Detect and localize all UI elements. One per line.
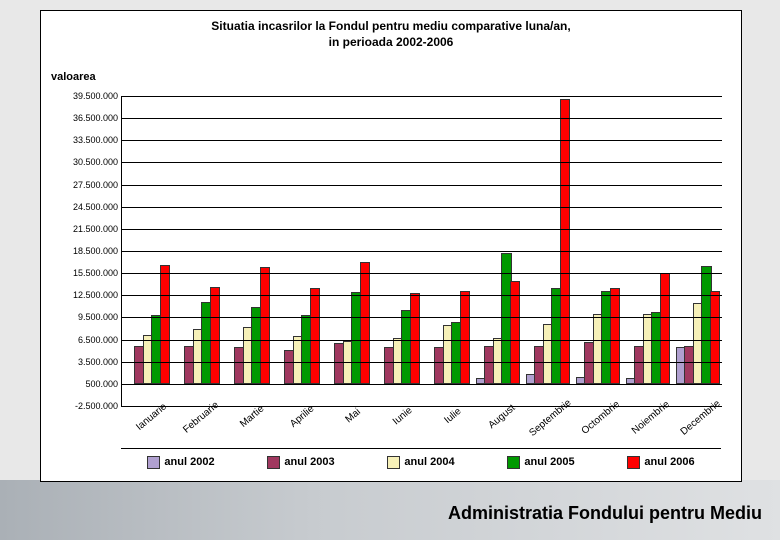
bar [660,273,671,384]
y-tick-label: 24.500.000 [73,202,118,212]
bar [310,288,321,384]
grid-line [122,229,722,230]
x-tick-label: Martie [238,403,266,429]
legend-item: anul 2006 [627,456,694,469]
y-tick-label: 3.500.000 [78,357,118,367]
legend-swatch [507,456,520,469]
y-tick-label: 9.500.000 [78,312,118,322]
y-tick-label: 6.500.000 [78,335,118,345]
bar [710,291,721,384]
title-line-2: in perioada 2002-2006 [329,35,454,49]
grid-line [122,96,722,97]
legend-item: anul 2003 [267,456,334,469]
x-tick-label: Iunie [391,405,415,427]
grid-line [122,185,722,186]
y-axis-label: valoarea [51,71,96,83]
legend-item: anul 2004 [387,456,454,469]
grid-line [122,140,722,141]
legend-label: anul 2005 [524,456,574,468]
bar [260,267,271,383]
legend: anul 2002 anul 2003 anul 2004 anul 2005 anul… [121,448,721,475]
legend-label: anul 2004 [404,456,454,468]
y-tick-label: 27.500.000 [73,180,118,190]
legend-label: anul 2002 [164,456,214,468]
y-tick-label: 12.500.000 [73,290,118,300]
plot-area: -2.500.000500.0003.500.0006.500.0009.500… [121,96,722,407]
y-tick-label: 30.500.000 [73,157,118,167]
legend-item: anul 2005 [507,456,574,469]
bar [160,265,171,384]
grid-line [122,317,722,318]
grid-line [122,162,722,163]
x-tick-label: Aprilie [288,403,316,429]
bar [410,293,421,384]
legend-swatch [387,456,400,469]
bar [360,262,371,384]
y-tick-label: 39.500.000 [73,91,118,101]
grid-line [122,273,722,274]
grid-line [122,295,722,296]
x-tick-label: Iulie [442,406,463,426]
grid-line [122,340,722,341]
y-tick-label: 18.500.000 [73,246,118,256]
grid-line [122,118,722,119]
y-tick-label: 21.500.000 [73,224,118,234]
y-tick-label: -2.500.000 [75,401,118,411]
bar [610,288,621,384]
legend-swatch [627,456,640,469]
chart-container: Situatia incasrilor la Fondul pentru med… [40,10,742,482]
bar [560,99,571,384]
legend-swatch [147,456,160,469]
grid-line [122,251,722,252]
title-line-1: Situatia incasrilor la Fondul pentru med… [211,19,570,33]
grid-line [122,207,722,208]
y-tick-label: 33.500.000 [73,135,118,145]
footer-text: Administratia Fondului pentru Mediu [448,503,762,524]
y-tick-label: 500.000 [85,379,118,389]
legend-swatch [267,456,280,469]
bar [460,291,471,384]
bar [210,287,221,383]
x-tick-label: Mai [343,406,362,425]
grid-line [122,384,722,385]
grid-line [122,362,722,363]
legend-label: anul 2003 [284,456,334,468]
chart-title: Situatia incasrilor la Fondul pentru med… [41,19,741,50]
legend-label: anul 2006 [644,456,694,468]
legend-item: anul 2002 [147,456,214,469]
y-tick-label: 15.500.000 [73,268,118,278]
y-tick-label: 36.500.000 [73,113,118,123]
